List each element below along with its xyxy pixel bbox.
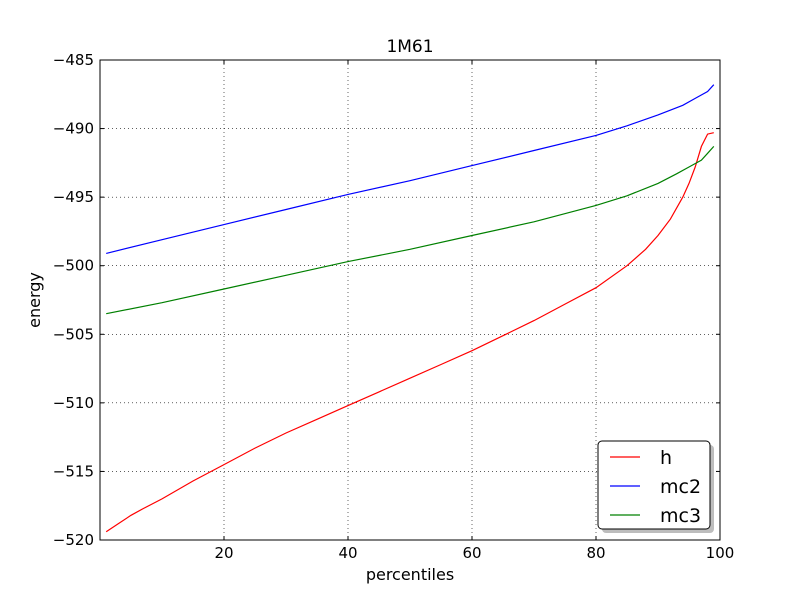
y-tick-label: −515	[53, 462, 94, 480]
y-tick-label: −490	[53, 120, 94, 138]
series-line-mc2	[106, 84, 715, 254]
series-line-mc3	[106, 145, 715, 315]
y-axis-label: energy	[25, 272, 44, 328]
y-tick-label: −520	[53, 531, 94, 549]
legend-entries: h mc2 mc3	[610, 447, 701, 527]
legend-label-mc2: mc2	[660, 476, 701, 498]
chart-title: 1M61	[386, 37, 433, 57]
plot-frame	[99, 59, 721, 541]
legend: h mc2 mc3	[597, 440, 714, 533]
series-line-h	[105, 132, 714, 533]
x-tick-label: 40	[338, 544, 357, 562]
y-tick-label: −485	[53, 51, 94, 69]
x-tick-label: 80	[586, 544, 605, 562]
legend-box	[597, 440, 711, 530]
series-lines	[105, 84, 715, 533]
x-tick-label: 100	[706, 544, 735, 562]
axis-ticks: 20 40 60 80 100 −520 −515 −510 −505 −500 −495 −490 −…	[53, 51, 735, 562]
y-tick-label: −505	[53, 325, 94, 343]
x-tick-label: 60	[462, 544, 481, 562]
legend-label-h: h	[660, 447, 672, 469]
legend-label-mc3: mc3	[660, 505, 701, 527]
y-tick-label: −500	[53, 257, 94, 275]
y-tick-label: −510	[53, 394, 94, 412]
y-tick-label: −495	[53, 188, 94, 206]
x-tick-label: 20	[214, 544, 233, 562]
x-axis-label: percentiles	[366, 565, 454, 584]
